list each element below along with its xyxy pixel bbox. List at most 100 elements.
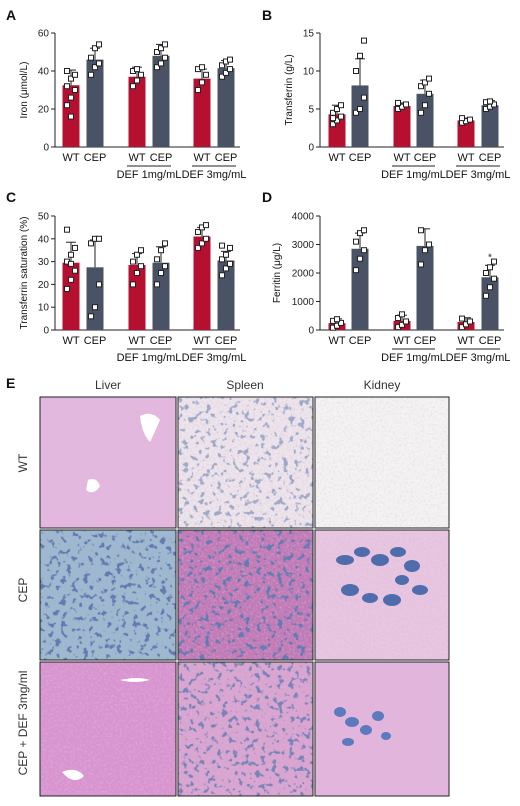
data-point xyxy=(227,260,233,267)
y-tick-label: 40 xyxy=(38,234,50,245)
y-tick-label: 0 xyxy=(308,326,314,337)
data-point xyxy=(487,284,493,291)
group-label: DEF 3mg/mL xyxy=(446,352,511,364)
x-category-label: CEP xyxy=(479,152,502,164)
group-label: DEF 1mg/mL xyxy=(381,352,446,364)
data-point xyxy=(395,99,401,106)
data-point xyxy=(459,315,465,322)
micrograph-spleen-cep xyxy=(177,529,314,661)
bar xyxy=(393,105,411,147)
data-point xyxy=(338,102,344,109)
data-point xyxy=(199,240,205,247)
data-point xyxy=(96,41,102,48)
data-point xyxy=(68,260,74,267)
data-point xyxy=(68,276,74,283)
panel-letter-c: C xyxy=(6,189,16,205)
group-label: DEF 1mg/mL xyxy=(381,169,446,181)
data-point xyxy=(219,256,225,263)
data-point xyxy=(483,270,489,276)
data-point xyxy=(426,241,432,248)
y-tick-label: 0 xyxy=(43,143,49,154)
data-point xyxy=(199,64,205,71)
data-point xyxy=(72,244,78,251)
x-category-label: WT xyxy=(393,152,410,164)
data-point xyxy=(223,251,229,258)
data-point xyxy=(72,87,78,93)
row-label-wt: WT xyxy=(16,453,30,472)
bar xyxy=(193,236,211,330)
panel-a: A 0 20 40 60 Iron (μmol/L) WT CEP WT CEP WT CEP DEF… xyxy=(6,7,246,181)
data-point xyxy=(72,71,78,78)
y-tick-label: 4000 xyxy=(292,212,315,223)
data-point xyxy=(357,52,363,59)
data-point xyxy=(459,115,465,122)
data-point xyxy=(219,73,225,80)
x-category-label: WT xyxy=(457,152,474,164)
panel-e-micrographs: E Liver Spleen Kidney WT CEP CEP + DEF 3… xyxy=(6,375,450,797)
bar xyxy=(193,78,211,147)
data-point xyxy=(483,292,489,299)
data-point xyxy=(338,319,344,326)
data-point xyxy=(162,41,168,48)
panel-letter-a: A xyxy=(6,7,16,23)
panel-letter-e: E xyxy=(6,375,15,391)
x-category-label: CEP xyxy=(84,335,107,347)
y-tick-label: 30 xyxy=(38,257,50,268)
data-point xyxy=(338,113,344,120)
data-point xyxy=(227,244,233,251)
data-point xyxy=(92,64,98,71)
data-point xyxy=(361,37,367,44)
data-point xyxy=(68,75,74,82)
panel-letter-d: D xyxy=(262,189,272,205)
column-label-spleen: Spleen xyxy=(226,378,263,392)
micrograph-kidney-wt xyxy=(314,396,450,529)
bar xyxy=(86,59,104,147)
panel-c: C 0 10 20 30 40 50 Transferrin saturation (%) W… xyxy=(6,189,246,364)
data-point xyxy=(227,56,233,63)
bar xyxy=(457,120,475,147)
data-point xyxy=(96,281,102,288)
column-label-kidney: Kidney xyxy=(364,378,401,392)
x-category-label: CEP xyxy=(215,152,238,164)
data-point xyxy=(334,316,340,323)
x-category-label: WT xyxy=(128,335,145,347)
data-point xyxy=(223,69,229,76)
data-point xyxy=(130,258,136,265)
bar xyxy=(62,262,80,330)
data-point xyxy=(422,102,428,109)
data-point xyxy=(154,64,160,71)
column-label-liver: Liver xyxy=(95,378,121,392)
data-point xyxy=(162,54,168,61)
y-tick-label: 10 xyxy=(303,67,315,78)
data-point xyxy=(64,226,70,233)
group-label: DEF 3mg/mL xyxy=(182,169,247,181)
data-point xyxy=(334,106,340,112)
x-category-label: CEP xyxy=(150,335,173,347)
bar xyxy=(217,68,235,147)
data-point xyxy=(403,318,409,325)
micrograph-liver-cep-def xyxy=(39,661,177,797)
data-point xyxy=(154,49,160,55)
data-point xyxy=(426,75,432,82)
x-category-label: WT xyxy=(193,335,210,347)
data-point xyxy=(195,228,201,235)
bar xyxy=(86,267,104,330)
data-point xyxy=(92,304,98,311)
data-point xyxy=(158,247,164,254)
data-point xyxy=(138,247,144,254)
y-axis-label: Transferrin saturation (%) xyxy=(19,217,30,330)
x-category-label: CEP xyxy=(349,335,372,347)
y-tick-label: 1000 xyxy=(292,297,315,308)
y-tick-label: 60 xyxy=(38,29,50,40)
data-point xyxy=(134,66,140,73)
y-tick-label: 10 xyxy=(38,303,50,314)
group-label: DEF 3mg/mL xyxy=(182,352,247,364)
data-point xyxy=(138,71,144,78)
x-category-label: CEP xyxy=(215,335,238,347)
data-point xyxy=(395,315,401,322)
y-tick-label: 20 xyxy=(38,280,50,291)
micrograph-spleen-wt xyxy=(177,396,314,529)
panel-letter-b: B xyxy=(262,7,272,23)
data-point xyxy=(422,247,428,254)
y-tick-label: 3000 xyxy=(292,240,315,251)
